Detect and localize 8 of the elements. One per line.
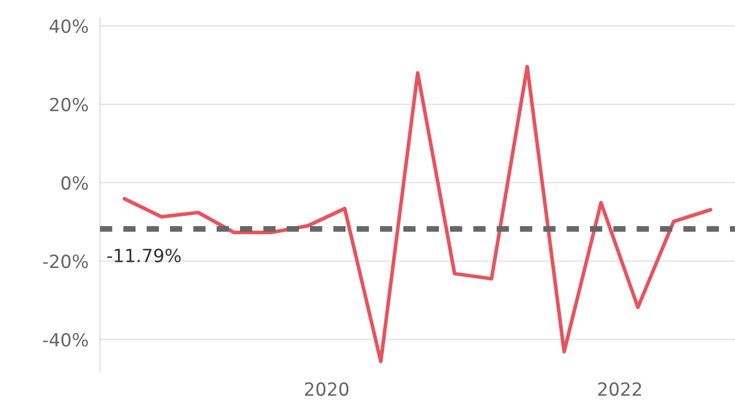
ref-line-label: -11.79% — [107, 248, 181, 262]
y-tick-label: -20% — [43, 254, 88, 268]
y-tick-label: 40% — [50, 19, 88, 34]
y-tick-label: 0% — [61, 176, 88, 190]
x-tick-label: 2020 — [304, 382, 348, 396]
y-tick-label: -40% — [43, 332, 88, 347]
x-tick-label: 2022 — [598, 382, 642, 396]
y-tick-label: 20% — [50, 98, 88, 112]
